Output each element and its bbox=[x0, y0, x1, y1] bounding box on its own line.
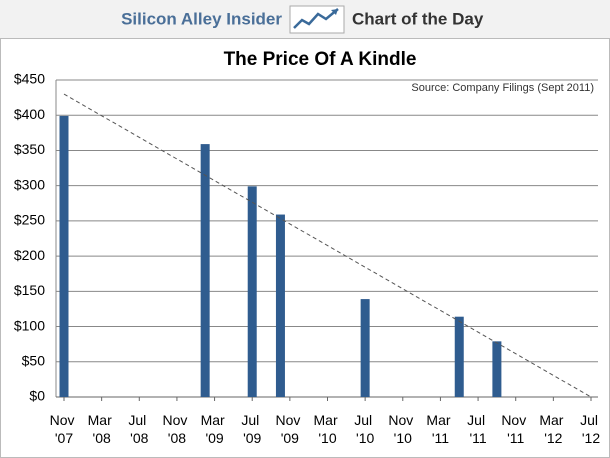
y-tick-label: $100 bbox=[14, 317, 45, 333]
bar bbox=[454, 316, 464, 397]
x-tick-label: Nov '10 bbox=[388, 412, 417, 446]
logo bbox=[289, 5, 345, 34]
x-tick-label: Jul '09 bbox=[241, 412, 263, 446]
section: Chart of the Day bbox=[352, 9, 484, 28]
y-tick-label: $200 bbox=[14, 247, 45, 263]
y-tick-label: $150 bbox=[14, 282, 45, 298]
bar bbox=[275, 214, 285, 397]
y-tick-label: $0 bbox=[29, 388, 45, 404]
chart-title: The Price Of A Kindle bbox=[224, 49, 417, 70]
y-tick-label: $250 bbox=[14, 212, 45, 228]
x-tick-label: Jul '12 bbox=[580, 412, 602, 446]
bar bbox=[492, 341, 502, 397]
x-tick-label: Nov '11 bbox=[501, 412, 530, 446]
x-tick-label: Jul '10 bbox=[354, 412, 376, 446]
y-tick-label: $300 bbox=[14, 176, 45, 192]
x-tick-label: Jul '08 bbox=[128, 412, 150, 446]
x-tick-label: Mar '12 bbox=[539, 412, 567, 446]
x-tick-label: Mar '11 bbox=[426, 412, 454, 446]
y-tick-label: $50 bbox=[22, 352, 46, 368]
x-tick-label: Nov '09 bbox=[275, 412, 304, 446]
x-tick-label: Mar '10 bbox=[314, 412, 342, 446]
x-tick-label: Nov '08 bbox=[163, 412, 192, 446]
y-tick-label: $400 bbox=[14, 106, 45, 122]
bar bbox=[247, 186, 257, 397]
bar bbox=[360, 299, 370, 397]
y-tick-label: $450 bbox=[14, 71, 45, 87]
brand: Silicon Alley Insider bbox=[121, 9, 282, 28]
x-tick-label: Mar '09 bbox=[201, 412, 229, 446]
bar bbox=[59, 115, 69, 397]
y-tick-label: $350 bbox=[14, 141, 45, 157]
bar bbox=[200, 144, 210, 397]
x-tick-label: Jul '11 bbox=[467, 412, 489, 446]
x-tick-label: Mar '08 bbox=[88, 412, 116, 446]
x-tick-label: Nov '07 bbox=[50, 412, 79, 446]
source-note: Source: Company Filings (Sept 2011) bbox=[411, 82, 594, 94]
trend-line bbox=[63, 93, 592, 398]
